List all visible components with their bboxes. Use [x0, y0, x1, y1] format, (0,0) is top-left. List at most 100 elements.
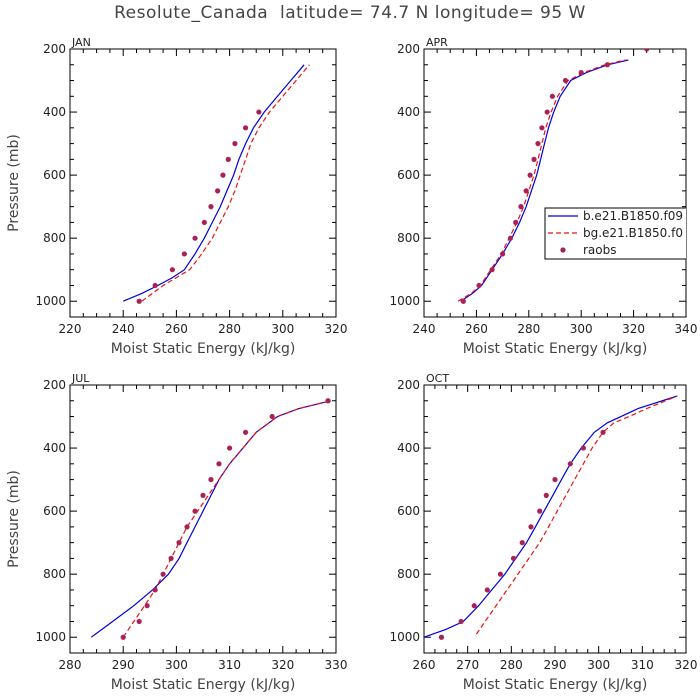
- raobs-point: [476, 282, 482, 289]
- x-tick-label: 320: [622, 322, 645, 336]
- raobs-point: [169, 267, 176, 273]
- y-tick-label: 600: [43, 168, 66, 182]
- series-line-b: [424, 395, 678, 638]
- y-axis-label: Pressure (mb): [6, 470, 22, 568]
- series-line-bg: [122, 400, 331, 638]
- series-line-b: [122, 64, 305, 302]
- x-tick-label: 330: [325, 658, 348, 672]
- y-tick-label: 800: [397, 231, 420, 245]
- raobs-point: [600, 429, 606, 435]
- x-tick-label: 240: [112, 322, 135, 336]
- x-tick-label: 280: [218, 322, 241, 336]
- series-line-b: [460, 59, 629, 302]
- x-tick-label: 300: [587, 658, 610, 672]
- x-tick-label: 220: [59, 322, 82, 336]
- raobs-point: [458, 618, 464, 625]
- raobs-point: [201, 219, 207, 226]
- raobs-point: [220, 172, 226, 178]
- y-tick-label: 200: [43, 42, 66, 56]
- raobs-point: [242, 125, 249, 131]
- raobs-point: [184, 524, 190, 530]
- y-tick-label: 200: [43, 378, 66, 392]
- raobs-point: [227, 445, 233, 451]
- plot-frame: [423, 48, 687, 318]
- x-tick-label: 260: [165, 322, 188, 336]
- raobs-point: [144, 603, 150, 609]
- y-tick-label: 600: [397, 168, 420, 182]
- raobs-point: [242, 429, 249, 435]
- x-tick-label: 260: [413, 658, 436, 672]
- raobs-point: [325, 398, 331, 404]
- raobs-point: [120, 634, 126, 640]
- series-line-bg: [141, 64, 310, 302]
- raobs-point: [225, 156, 231, 162]
- x-axis-label: Moist Static Energy (kJ/kg): [111, 341, 296, 357]
- raobs-point: [537, 508, 543, 514]
- raobs-point: [208, 476, 214, 483]
- x-tick-label: 290: [544, 658, 567, 672]
- raobs-point: [460, 298, 466, 304]
- y-tick-label: 1000: [389, 630, 420, 644]
- x-tick-label: 300: [570, 322, 593, 336]
- x-tick-label: 290: [112, 658, 135, 672]
- raobs-point: [181, 251, 187, 257]
- panel-label: JAN: [71, 36, 91, 49]
- page-title: Resolute_Canada latitude= 74.7 N longitu…: [114, 3, 586, 23]
- raobs-point: [192, 508, 198, 514]
- raobs-point: [543, 492, 549, 498]
- raobs-point: [519, 540, 525, 546]
- raobs-point: [578, 70, 584, 76]
- raobs-point: [518, 204, 524, 210]
- y-axis-label: Pressure (mb): [6, 134, 22, 232]
- chart-panel-oct: 260 270 280 290 300 310 320 200 400 600 800 1000 OCT…: [389, 372, 697, 693]
- raobs-point: [484, 587, 490, 593]
- x-tick-label: 340: [675, 322, 698, 336]
- x-tick-label: 320: [675, 658, 698, 672]
- raobs-point: [580, 445, 586, 451]
- raobs-point: [544, 109, 550, 115]
- raobs-point: [152, 282, 158, 289]
- raobs-point: [176, 540, 182, 546]
- raobs-point: [535, 140, 541, 147]
- raobs-point: [567, 461, 573, 467]
- raobs-point: [513, 219, 519, 226]
- x-tick-label: 320: [271, 658, 294, 672]
- legend-marker-dot: [560, 247, 566, 253]
- plot-frame: [69, 48, 337, 318]
- raobs-point: [152, 587, 158, 593]
- raobs-point: [215, 188, 221, 194]
- raobs-point: [523, 188, 529, 194]
- x-tick-label: 300: [271, 322, 294, 336]
- x-tick-label: 280: [59, 658, 82, 672]
- chart-panel-jul: 280 290 300 310 320 330 200 400 600 800 1000 JUL Moi…: [6, 372, 347, 693]
- y-tick-label: 200: [397, 378, 420, 392]
- raobs-point: [200, 492, 206, 498]
- chart-panel-jan: 220 240 260 280 300 320 200 400 600 800 1000 JAN Moi…: [6, 36, 347, 357]
- y-tick-label: 400: [397, 441, 420, 455]
- x-axis-label: Moist Static Energy (kJ/kg): [463, 677, 648, 693]
- raobs-point: [527, 172, 533, 178]
- raobs-point: [500, 251, 506, 257]
- raobs-point: [192, 235, 198, 241]
- raobs-point: [232, 140, 238, 147]
- raobs-point: [216, 461, 222, 467]
- raobs-point: [539, 125, 545, 131]
- x-tick-label: 240: [413, 322, 436, 336]
- y-tick-label: 600: [397, 504, 420, 518]
- x-tick-label: 270: [456, 658, 479, 672]
- y-tick-label: 600: [43, 504, 66, 518]
- raobs-point: [528, 524, 534, 530]
- raobs-point: [160, 571, 166, 577]
- series-line-bg: [457, 59, 626, 302]
- panel-label: APR: [426, 36, 448, 49]
- y-tick-label: 200: [397, 42, 420, 56]
- x-tick-label: 260: [465, 322, 488, 336]
- legend-entry-label: raobs: [583, 243, 617, 257]
- legend-entry-label: b.e21.B1850.f09: [583, 209, 683, 223]
- y-tick-label: 400: [43, 105, 66, 119]
- raobs-point: [438, 634, 445, 640]
- raobs-point: [269, 413, 275, 420]
- raobs-point: [168, 555, 174, 562]
- plot-frame: [69, 384, 337, 654]
